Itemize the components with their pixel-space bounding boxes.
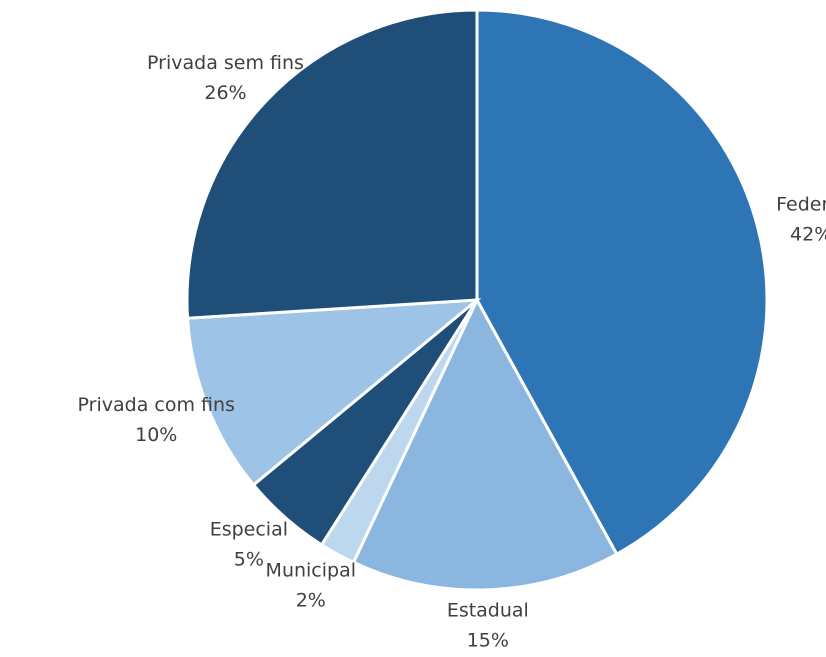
slice-value: 42% — [790, 224, 826, 246]
pie-slice — [185, 8, 479, 320]
pie-slice — [351, 296, 619, 592]
slice-label: Privada sem fins — [147, 52, 304, 74]
slice-label: Privada com fins — [78, 394, 235, 416]
slice-value: 10% — [135, 424, 177, 446]
slice-value: 15% — [467, 629, 509, 651]
slice-label: Especial — [210, 518, 288, 540]
slice-label: Municipal — [266, 559, 356, 581]
pie-slice — [185, 298, 482, 487]
slice-label: Federal — [776, 194, 826, 216]
pie-slice — [475, 8, 769, 557]
slice-label: Estadual — [447, 599, 529, 621]
slice-value: 26% — [204, 82, 246, 104]
slice-value: 5% — [234, 548, 264, 570]
slice-value: 2% — [296, 589, 326, 611]
